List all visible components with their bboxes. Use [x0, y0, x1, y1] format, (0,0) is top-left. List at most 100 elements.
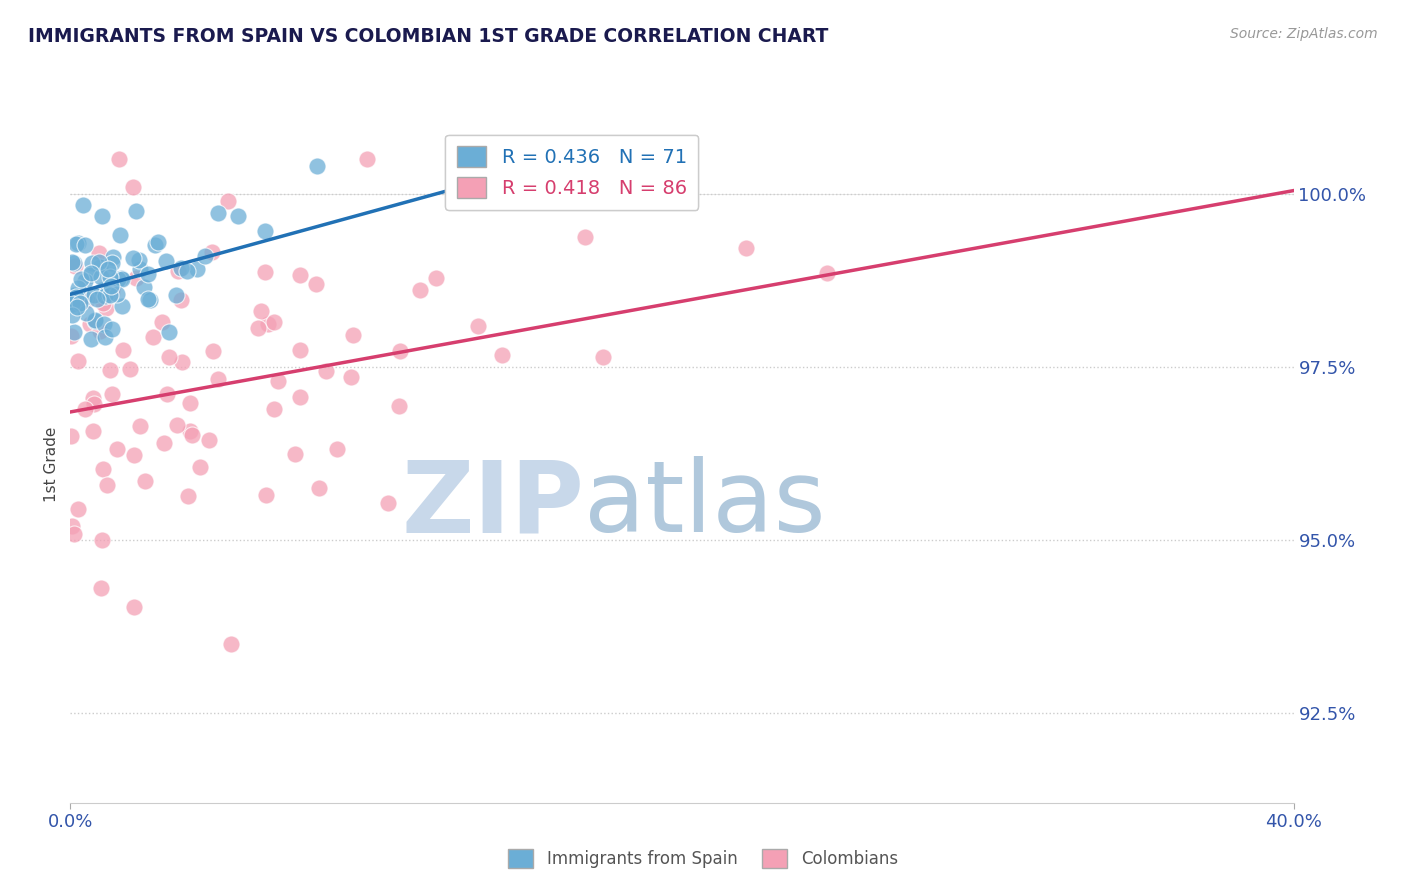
Point — [155, 253, 177, 268]
Point — [110, 270, 132, 285]
Point — [467, 318, 489, 333]
Point — [65, 236, 87, 251]
Point — [288, 343, 311, 357]
Point — [136, 292, 159, 306]
Point — [254, 224, 277, 238]
Point — [326, 442, 349, 457]
Point — [80, 332, 103, 346]
Point — [284, 447, 307, 461]
Point — [253, 265, 276, 279]
Point — [112, 343, 135, 357]
Point — [94, 289, 117, 303]
Point — [491, 348, 513, 362]
Point — [60, 308, 83, 322]
Point — [200, 244, 222, 259]
Point — [90, 581, 112, 595]
Point — [62, 293, 84, 308]
Point — [201, 344, 224, 359]
Point — [177, 489, 200, 503]
Point — [100, 322, 122, 336]
Point — [121, 251, 143, 265]
Point — [101, 255, 124, 269]
Point — [67, 235, 90, 250]
Point — [72, 198, 94, 212]
Point — [75, 274, 97, 288]
Point — [75, 306, 97, 320]
Point — [82, 391, 104, 405]
Point — [170, 354, 193, 368]
Point — [179, 425, 201, 439]
Point — [63, 325, 86, 339]
Point — [80, 266, 103, 280]
Point — [409, 283, 432, 297]
Point — [186, 262, 208, 277]
Point — [290, 268, 312, 283]
Point — [90, 283, 112, 297]
Point — [122, 599, 145, 614]
Point — [67, 280, 90, 294]
Point — [181, 428, 204, 442]
Point — [105, 287, 128, 301]
Point — [72, 291, 94, 305]
Point — [60, 428, 83, 442]
Legend: R = 0.436   N = 71, R = 0.418   N = 86: R = 0.436 N = 71, R = 0.418 N = 86 — [446, 135, 699, 210]
Point — [83, 314, 105, 328]
Point — [425, 271, 447, 285]
Point — [207, 371, 229, 385]
Point — [90, 269, 112, 284]
Point — [90, 533, 112, 547]
Point — [93, 317, 115, 331]
Text: atlas: atlas — [583, 456, 825, 553]
Point — [157, 350, 180, 364]
Point — [111, 272, 134, 286]
Point — [98, 363, 121, 377]
Point — [132, 280, 155, 294]
Point — [79, 317, 101, 331]
Point — [129, 418, 152, 433]
Point — [60, 519, 83, 533]
Point — [118, 362, 141, 376]
Point — [125, 204, 148, 219]
Point — [96, 285, 118, 300]
Point — [153, 435, 176, 450]
Point — [94, 301, 117, 315]
Point — [103, 250, 125, 264]
Point — [574, 229, 596, 244]
Point — [75, 401, 97, 416]
Point — [63, 526, 86, 541]
Point — [100, 279, 122, 293]
Point — [105, 442, 128, 457]
Point — [263, 401, 285, 416]
Text: IMMIGRANTS FROM SPAIN VS COLOMBIAN 1ST GRADE CORRELATION CHART: IMMIGRANTS FROM SPAIN VS COLOMBIAN 1ST G… — [28, 27, 828, 45]
Point — [89, 324, 111, 338]
Point — [89, 254, 111, 268]
Point — [150, 315, 173, 329]
Point — [60, 255, 83, 269]
Point — [139, 293, 162, 307]
Point — [125, 271, 148, 285]
Point — [207, 205, 229, 219]
Legend: Immigrants from Spain, Colombians: Immigrants from Spain, Colombians — [502, 843, 904, 875]
Point — [97, 262, 120, 277]
Point — [65, 290, 87, 304]
Point — [91, 296, 114, 310]
Point — [98, 269, 121, 284]
Point — [128, 252, 150, 267]
Point — [108, 227, 131, 242]
Point — [388, 399, 411, 413]
Point — [101, 282, 124, 296]
Point — [170, 261, 193, 276]
Point — [94, 330, 117, 344]
Point — [308, 481, 330, 495]
Point — [179, 396, 201, 410]
Point — [257, 318, 280, 332]
Point — [377, 496, 399, 510]
Point — [159, 325, 181, 339]
Point — [176, 264, 198, 278]
Point — [499, 160, 522, 174]
Point — [89, 246, 111, 260]
Point — [108, 153, 131, 167]
Point — [67, 354, 90, 368]
Point — [91, 461, 114, 475]
Point — [194, 249, 217, 263]
